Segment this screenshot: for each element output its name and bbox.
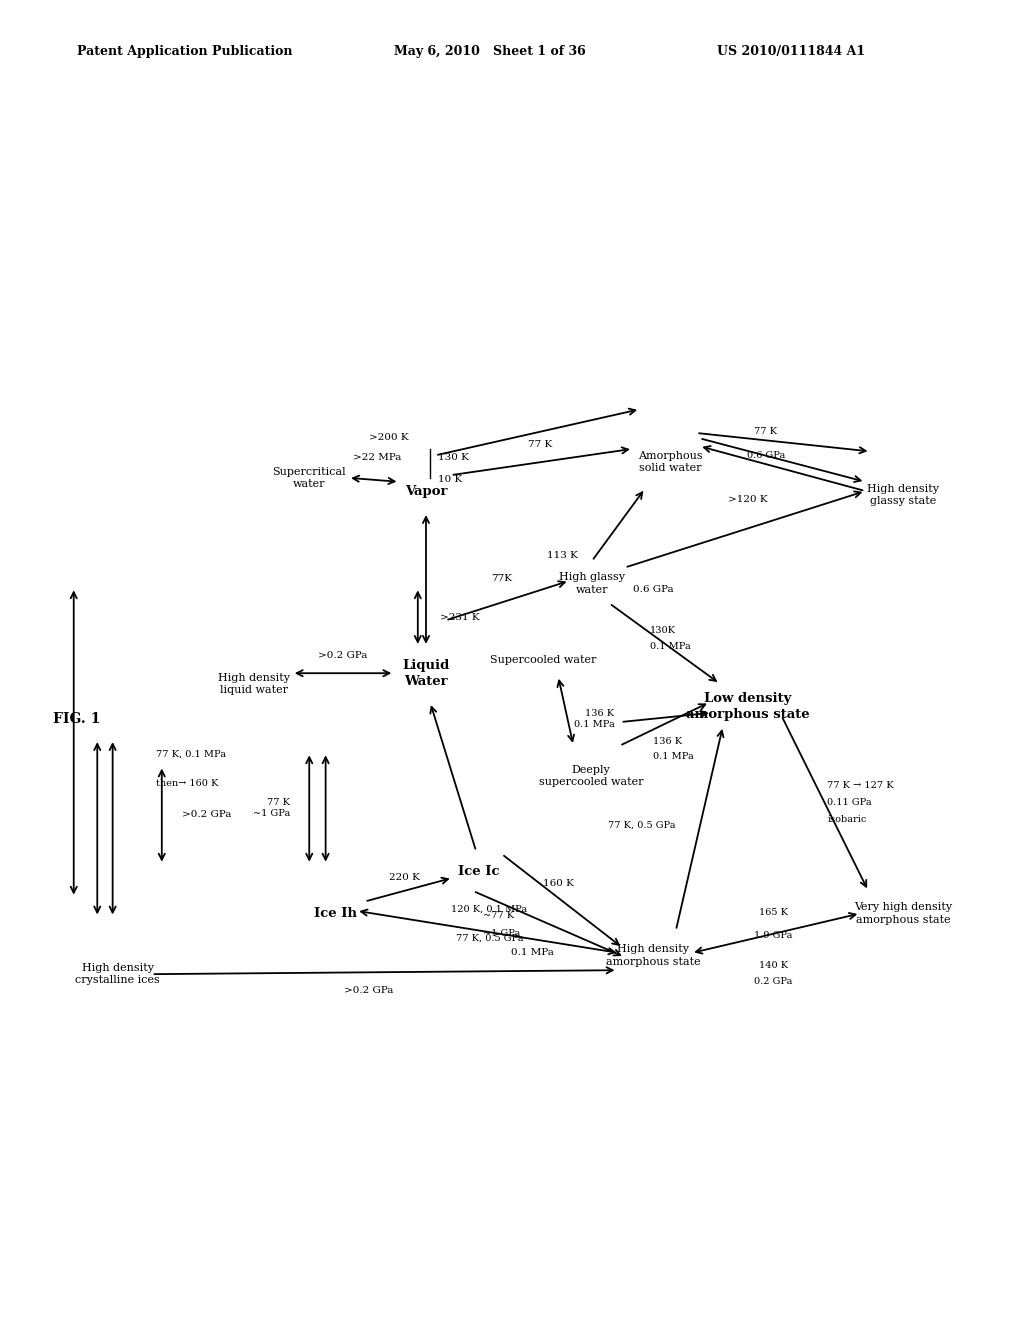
Text: 160 K: 160 K — [543, 879, 573, 888]
Text: Amorphous
solid water: Amorphous solid water — [638, 451, 703, 473]
Text: 0.6 GPa: 0.6 GPa — [633, 585, 674, 594]
Text: 120 K, 0.1 MPa: 120 K, 0.1 MPa — [452, 904, 527, 913]
Text: 77 K, 0.5 GPa: 77 K, 0.5 GPa — [608, 821, 676, 829]
Text: 220 K: 220 K — [389, 873, 420, 882]
Text: ~77 K: ~77 K — [483, 911, 514, 920]
Text: >200 K: >200 K — [369, 433, 409, 442]
Text: >231 K: >231 K — [440, 614, 480, 622]
Text: 0.11 GPa: 0.11 GPa — [827, 799, 872, 807]
Text: 1.9 GPa: 1.9 GPa — [754, 931, 793, 940]
Text: High density
amorphous state: High density amorphous state — [606, 945, 700, 966]
Text: Supercooled water: Supercooled water — [489, 655, 596, 665]
Text: Patent Application Publication: Patent Application Publication — [77, 45, 292, 58]
Text: 77K: 77K — [492, 574, 512, 583]
Text: 77 K
~1 GPa: 77 K ~1 GPa — [253, 797, 290, 818]
Text: Very high density
amorphous state: Very high density amorphous state — [854, 903, 952, 924]
Text: 77 K, 0.1 MPa: 77 K, 0.1 MPa — [156, 750, 225, 759]
Text: High glassy
water: High glassy water — [559, 573, 625, 594]
Text: 0.1 MPa: 0.1 MPa — [511, 948, 554, 957]
Text: then→ 160 K: then→ 160 K — [156, 779, 218, 788]
Text: High density
glassy state: High density glassy state — [867, 484, 939, 506]
Text: 77 K: 77 K — [755, 426, 777, 436]
Text: 140 K: 140 K — [759, 961, 787, 970]
Text: 77 K → 127 K: 77 K → 127 K — [827, 781, 894, 789]
Text: >0.2 GPa: >0.2 GPa — [344, 986, 393, 995]
Text: US 2010/0111844 A1: US 2010/0111844 A1 — [717, 45, 865, 58]
Text: 130K: 130K — [650, 627, 676, 635]
Text: >120 K: >120 K — [728, 495, 767, 504]
Text: 77 K, 0.5 GPa: 77 K, 0.5 GPa — [456, 933, 523, 942]
Text: >0.2 GPa: >0.2 GPa — [182, 810, 231, 818]
Text: Ice Ic: Ice Ic — [459, 865, 500, 878]
Text: ~1 GPa: ~1 GPa — [483, 929, 520, 939]
Text: 0.6 GPa: 0.6 GPa — [746, 451, 785, 461]
Text: High density
liquid water: High density liquid water — [218, 673, 290, 694]
Text: 165 K: 165 K — [759, 908, 787, 917]
Text: Supercritical
water: Supercritical water — [272, 467, 346, 488]
Text: Low density
amorphous state: Low density amorphous state — [686, 692, 809, 721]
Text: 77 K: 77 K — [527, 440, 552, 449]
Text: 136 K
0.1 MPa: 136 K 0.1 MPa — [573, 709, 614, 730]
Text: Vapor: Vapor — [404, 484, 447, 498]
Text: FIG. 1: FIG. 1 — [53, 713, 100, 726]
Text: 0.1 MPa: 0.1 MPa — [650, 643, 691, 651]
Text: May 6, 2010   Sheet 1 of 36: May 6, 2010 Sheet 1 of 36 — [394, 45, 586, 58]
Text: 136 K: 136 K — [653, 737, 682, 746]
Text: Deeply
supercooled water: Deeply supercooled water — [539, 766, 643, 787]
Text: High density
crystalline ices: High density crystalline ices — [76, 964, 160, 985]
Text: 10 K: 10 K — [438, 475, 463, 484]
Text: 113 K: 113 K — [547, 550, 578, 560]
Text: Liquid
Water: Liquid Water — [402, 659, 450, 688]
Text: isobaric: isobaric — [827, 816, 866, 824]
Text: 0.1 MPa: 0.1 MPa — [653, 752, 694, 762]
Text: >0.2 GPa: >0.2 GPa — [318, 651, 368, 660]
Text: >22 MPa: >22 MPa — [353, 453, 401, 462]
Text: 0.2 GPa: 0.2 GPa — [754, 977, 793, 986]
Text: 130 K: 130 K — [438, 453, 469, 462]
Text: Ice Ih: Ice Ih — [314, 907, 357, 920]
